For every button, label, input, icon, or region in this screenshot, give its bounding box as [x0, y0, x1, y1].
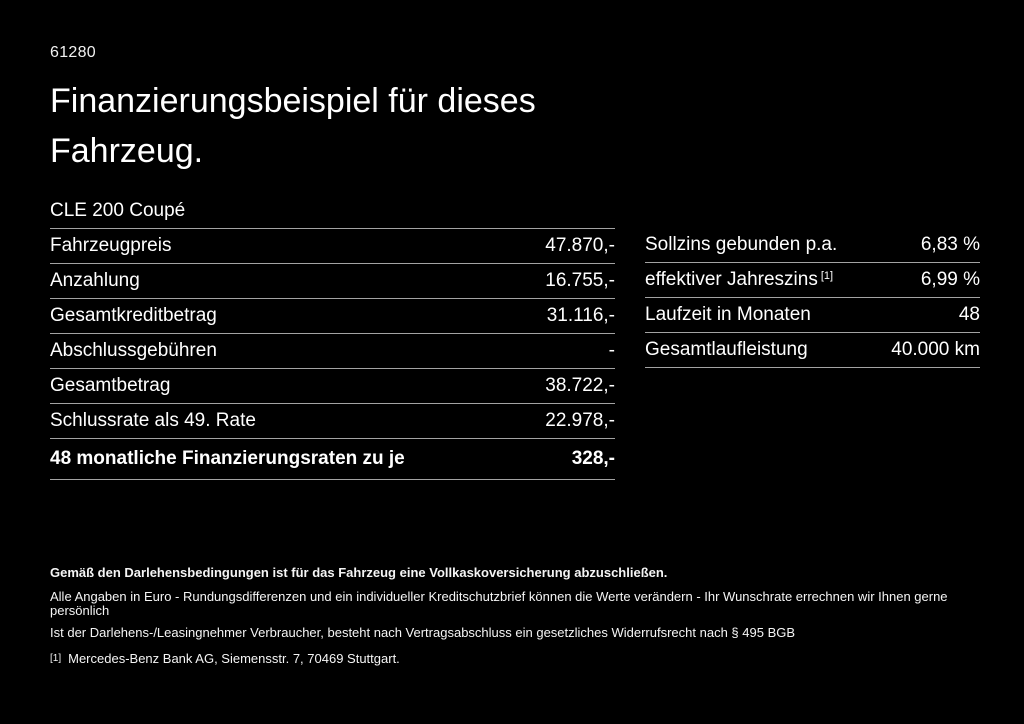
row-label: Laufzeit in Monaten — [645, 304, 811, 325]
row-label: effektiver Jahreszins [1] — [645, 269, 833, 291]
row-label: Fahrzeugpreis — [50, 235, 172, 256]
vehicle-model: CLE 200 Coupé — [50, 194, 615, 229]
disclaimer-note-1: Alle Angaben in Euro - Rundungsdifferenz… — [50, 589, 948, 618]
row-value: 328,- — [571, 448, 615, 469]
bank-footnote: [1] Mercedes-Benz Bank AG, Siemensstr. 7,… — [50, 652, 980, 668]
table-row-monatsrate: 48 monatliche Finanzierungsraten zu je 3… — [50, 439, 615, 480]
row-value: 22.978,- — [545, 410, 615, 431]
disclaimer-note-2: Ist der Darlehens-/Leasingnehmer Verbrau… — [50, 625, 796, 640]
row-label: 48 monatliche Finanzierungsraten zu je — [50, 448, 405, 469]
page-title-line1: Finanzierungsbeispiel für dieses — [50, 82, 536, 120]
footnote-reference: [1] — [820, 270, 834, 282]
row-value: 6,99 % — [920, 269, 980, 290]
page-title-line2: Fahrzeug. — [50, 132, 204, 170]
table-row-gesamtkreditbetrag: Gesamtkreditbetrag 31.116,- — [50, 299, 615, 334]
document-number: 61280 — [50, 44, 96, 61]
row-label: Anzahlung — [50, 270, 140, 291]
row-label: Abschlussgebühren — [50, 340, 217, 361]
row-value: 48 — [958, 304, 980, 325]
table-row-sollzins: Sollzins gebunden p.a. 6,83 % — [645, 228, 980, 263]
row-value: 16.755,- — [545, 270, 615, 291]
row-label: Sollzins gebunden p.a. — [645, 234, 838, 255]
row-label: Gesamtlaufleistung — [645, 339, 808, 360]
table-row-abschlussgebuehren: Abschlussgebühren - — [50, 334, 615, 369]
table-row-anzahlung: Anzahlung 16.755,- — [50, 264, 615, 299]
row-value: 40.000 km — [891, 339, 980, 360]
page-title: Finanzierungsbeispiel für dieses Fahrzeu… — [50, 76, 536, 176]
vehicle-model-label: CLE 200 Coupé — [50, 200, 186, 221]
table-row-laufzeit: Laufzeit in Monaten 48 — [645, 298, 980, 333]
row-value: 31.116,- — [546, 305, 615, 326]
table-row-schlussrate: Schlussrate als 49. Rate 22.978,- — [50, 404, 615, 439]
row-label: Gesamtkreditbetrag — [50, 305, 217, 326]
row-value: 6,83 % — [920, 234, 980, 255]
table-row-effektiver-jahreszins: effektiver Jahreszins [1] 6,99 % — [645, 263, 980, 298]
tables-area: CLE 200 Coupé Fahrzeugpreis 47.870,- Anz… — [50, 194, 980, 480]
footnote-marker: [1] — [50, 653, 62, 664]
table-row-fahrzeugpreis: Fahrzeugpreis 47.870,- — [50, 229, 615, 264]
row-label: Gesamtbetrag — [50, 375, 171, 396]
legal-footer: Gemäß den Darlehensbedingungen ist für d… — [50, 566, 980, 668]
row-label-text: effektiver Jahreszins — [645, 269, 818, 290]
table-row-gesamtbetrag: Gesamtbetrag 38.722,- — [50, 369, 615, 404]
finance-table: CLE 200 Coupé Fahrzeugpreis 47.870,- Anz… — [50, 194, 615, 480]
row-value: - — [608, 340, 615, 361]
row-value: 38.722,- — [545, 375, 615, 396]
footnote-text: Mercedes-Benz Bank AG, Siemensstr. 7, 70… — [68, 651, 400, 666]
row-label: Schlussrate als 49. Rate — [50, 410, 256, 431]
row-value: 47.870,- — [545, 235, 615, 256]
table-row-gesamtlaufleistung: Gesamtlaufleistung 40.000 km — [645, 333, 980, 368]
conditions-table: Sollzins gebunden p.a. 6,83 % effektiver… — [645, 228, 980, 480]
insurance-note: Gemäß den Darlehensbedingungen ist für d… — [50, 565, 668, 580]
